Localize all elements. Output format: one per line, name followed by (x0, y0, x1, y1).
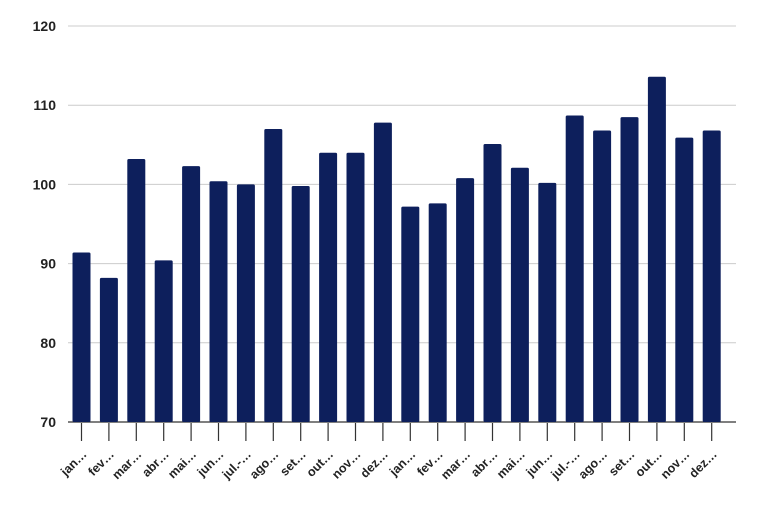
bar (620, 117, 639, 422)
x-tick-label: abr… (139, 447, 171, 479)
bar (510, 167, 529, 422)
x-tick-label: mar… (438, 447, 473, 482)
x-tick-label: jul.-… (219, 447, 254, 482)
x-tick-label: dez… (358, 447, 391, 480)
bar (236, 184, 255, 422)
bar (127, 159, 146, 422)
x-tick-label: ago… (247, 447, 281, 481)
bar (565, 115, 584, 422)
bar (264, 128, 283, 422)
y-tick-label: 100 (33, 176, 57, 192)
bar (291, 185, 310, 422)
bar (99, 277, 118, 422)
x-axis-tick-labels: jan…fev…mar…abr…mai…jun…jul.-…ago…set…ou… (57, 447, 719, 482)
y-tick-label: 90 (40, 256, 56, 272)
bar (675, 137, 694, 422)
bar (647, 76, 666, 423)
x-tick-label: mai… (494, 447, 528, 481)
x-tick-label: mai… (165, 447, 199, 481)
x-tick-label: set… (277, 447, 309, 479)
bar (373, 122, 392, 423)
bar (182, 166, 201, 422)
y-tick-label: 110 (33, 97, 56, 113)
bar (319, 152, 338, 422)
y-tick-label: 70 (40, 414, 56, 430)
bar (209, 181, 228, 422)
x-tick-label: mar… (109, 447, 144, 482)
bar (401, 206, 420, 422)
bar (483, 144, 502, 422)
y-tick-label: 80 (40, 335, 56, 351)
x-tick-label: abr… (468, 447, 500, 479)
bar (538, 182, 557, 422)
y-tick-label: 120 (33, 18, 57, 34)
x-tick-label: jan… (57, 447, 89, 479)
bar (456, 178, 475, 422)
bars (72, 76, 721, 423)
bar (428, 203, 447, 422)
bar (154, 260, 173, 422)
x-tick-label: dez… (686, 447, 719, 480)
bar (702, 130, 721, 422)
bar (72, 252, 91, 422)
x-tick-label: set… (606, 447, 638, 479)
x-tick-label: jan… (386, 447, 418, 479)
x-tick-label: nov… (658, 447, 692, 481)
bar (346, 152, 365, 422)
x-tick-label: ago… (576, 447, 610, 481)
x-tick-label: jul.-… (548, 447, 583, 482)
x-tick-label: nov… (329, 447, 363, 481)
y-axis-tick-labels: 70 80 90 100 110 120 (33, 18, 57, 430)
bar (593, 130, 612, 422)
x-axis-ticks (80, 423, 713, 441)
